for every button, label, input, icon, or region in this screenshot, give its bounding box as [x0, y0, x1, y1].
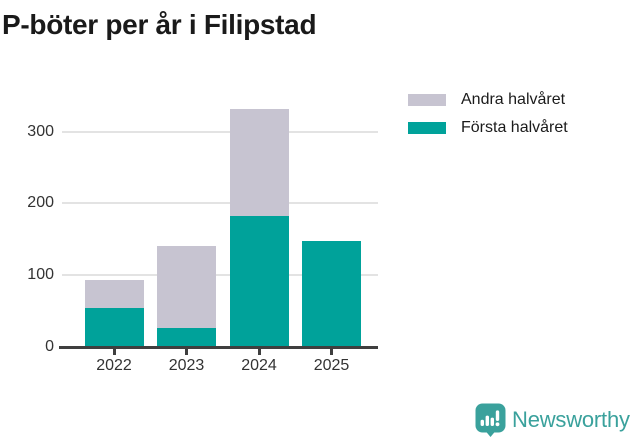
legend-swatch: [408, 121, 446, 134]
x-tick-2022: [112, 349, 116, 355]
brand-footer: Newsworthy: [475, 403, 630, 437]
gridline-200: [62, 202, 378, 205]
bar-segment-2024-second-half: [229, 108, 289, 217]
y-tick-label-200: 200: [27, 194, 54, 212]
x-tick-label-2022: 2022: [96, 357, 132, 374]
legend-swatch: [408, 93, 446, 106]
bar-segment-2022-second-half: [84, 280, 144, 309]
gridline-100: [62, 274, 378, 277]
x-axis-line: [59, 346, 378, 349]
gridline-300: [62, 130, 378, 133]
legend: Andra halvåret Första halvåret: [408, 91, 568, 136]
x-tick-2025: [330, 349, 333, 355]
legend-item: Andra halvåret: [408, 91, 568, 108]
bar-segment-2025-first-half: [302, 240, 361, 347]
x-tick-2023: [185, 349, 188, 355]
newsworthy-logo-icon: [475, 403, 506, 437]
legend-label: Första halvåret: [461, 118, 568, 136]
legend-item: Första halvåret: [408, 119, 568, 136]
bar-segment-2023-first-half: [157, 328, 216, 347]
y-tick-label-100: 100: [27, 266, 54, 284]
y-tick-label-300: 300: [27, 122, 54, 140]
chart-title: P-böter per år i Filipstad: [2, 9, 317, 40]
brand-name: Newsworthy: [512, 407, 630, 432]
legend-label: Andra halvåret: [461, 90, 566, 108]
x-tick-label-2023: 2023: [168, 357, 205, 374]
x-tick-2024: [257, 349, 261, 355]
bar-segment-2024-first-half: [229, 216, 289, 347]
x-tick-label-2024: 2024: [241, 357, 277, 374]
bar-segment-2023-second-half: [157, 246, 216, 329]
bar-segment-2022-first-half: [84, 308, 144, 347]
x-tick-label-2025: 2025: [313, 357, 350, 374]
y-tick-label-0: 0: [45, 338, 54, 355]
